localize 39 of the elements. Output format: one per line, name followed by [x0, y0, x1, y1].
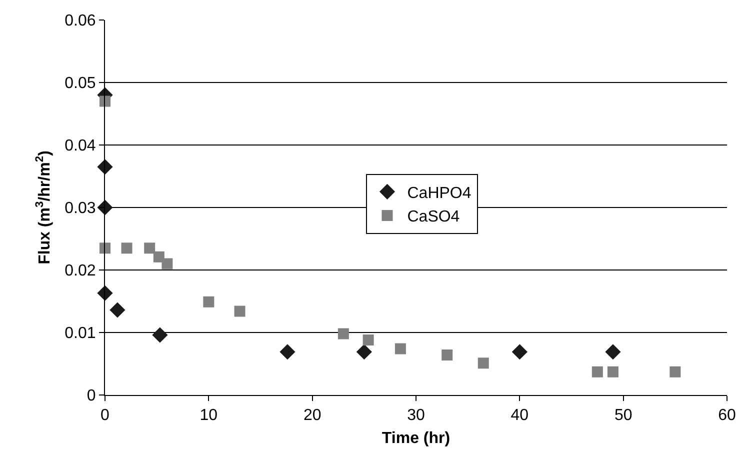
point: [338, 328, 349, 340]
point: [203, 296, 214, 308]
point: [512, 344, 528, 360]
x-tick-label: 40: [510, 407, 529, 424]
x-tick-label: 0: [100, 407, 110, 424]
point: [280, 344, 296, 360]
point: [100, 96, 110, 107]
point: [162, 258, 173, 270]
point: [362, 334, 374, 346]
point: [234, 306, 246, 317]
x-tick-label: 60: [718, 407, 736, 424]
y-tick-label: 0.03: [64, 200, 96, 218]
y-tick-label: 0.01: [64, 325, 96, 342]
point: [442, 350, 453, 360]
point: [153, 251, 164, 262]
point: [394, 343, 406, 354]
y-tick-label: 0.04: [64, 138, 96, 155]
x-tick-label: 10: [200, 407, 218, 424]
point: [100, 242, 110, 254]
legend-label: CaSO4: [407, 208, 460, 226]
point: [356, 344, 372, 360]
x-tick-label: 50: [614, 407, 632, 424]
x-tick-label: 20: [303, 407, 322, 424]
y-tick-label: 0: [86, 388, 96, 405]
y-tick-label: 0.06: [64, 12, 96, 30]
point: [607, 366, 618, 378]
point: [110, 302, 126, 318]
point: [592, 366, 603, 378]
y-tick-label: 0.05: [64, 75, 96, 92]
point: [121, 242, 132, 254]
x-tick-label: 30: [407, 407, 425, 424]
legend-label: CaHPO4: [407, 184, 472, 202]
point: [605, 344, 621, 360]
y-tick-label: 0.02: [64, 262, 96, 280]
point: [144, 242, 156, 254]
point: [478, 358, 489, 369]
x-axis-title: Time (hr): [382, 430, 450, 447]
point: [670, 366, 681, 378]
point: [152, 327, 168, 343]
